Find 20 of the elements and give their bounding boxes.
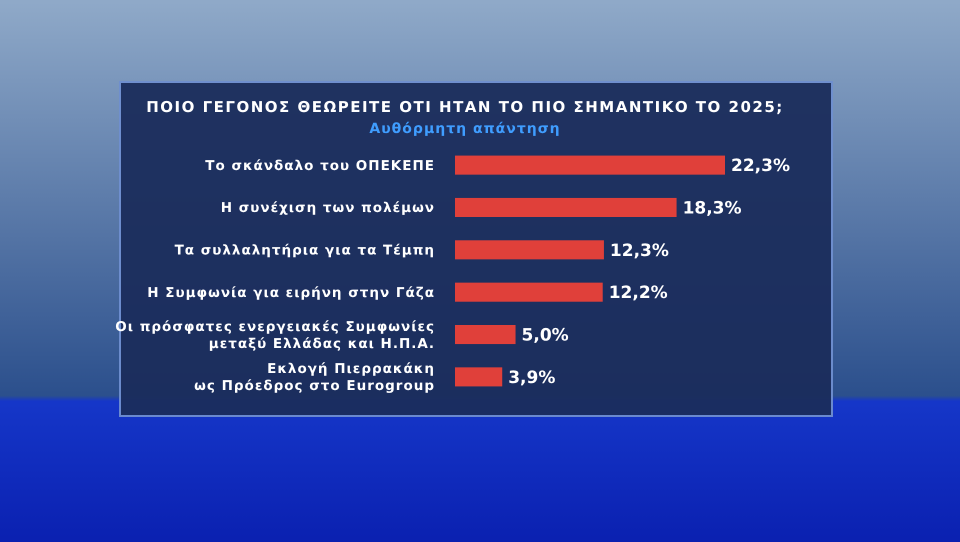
y-tick-label: Η Συμφωνία για ειρήνη στην Γάζα <box>147 284 435 301</box>
bar <box>455 198 677 217</box>
data-label: 3,9% <box>508 368 556 388</box>
bar <box>455 240 604 260</box>
bar <box>455 367 502 386</box>
y-tick-label: Το σκάνδαλο του ΟΠΕΚΕΠΕ <box>205 158 435 174</box>
y-tick-label: Εκλογή Πιερρακάκη ως Πρόεδρος στο Eurogroup <box>194 361 435 394</box>
data-label: 22,3% <box>731 156 790 176</box>
y-tick-label: Η συνέχιση των πολέμων <box>220 200 435 216</box>
data-label: 12,3% <box>610 240 669 261</box>
chart-subtitle: Αυθόρμητη απάντηση <box>369 121 561 137</box>
y-tick-label: Οι πρόσφατες ενεργειακές Συμφωνίες μεταξύ Ελλάδας και Η.Π.Α. <box>115 318 435 352</box>
data-label: 12,2% <box>608 283 668 304</box>
chart-title: ΠΟΙΟ ΓΕΓΟΝΟΣ ΘΕΩΡΕΙΤΕ ΟΤΙ ΗΤΑΝ ΤΟ ΠΙΟ ΣΗΜΑΝΤΙΚΟ ΤΟ 2025; <box>146 98 784 116</box>
bar <box>455 282 603 302</box>
y-tick-label: Τα συλλαλητήρια για τα Τέμπη <box>174 242 435 259</box>
bar <box>455 156 725 175</box>
bar <box>455 325 516 344</box>
data-label: 18,3% <box>682 198 742 218</box>
data-label: 5,0% <box>522 325 569 346</box>
